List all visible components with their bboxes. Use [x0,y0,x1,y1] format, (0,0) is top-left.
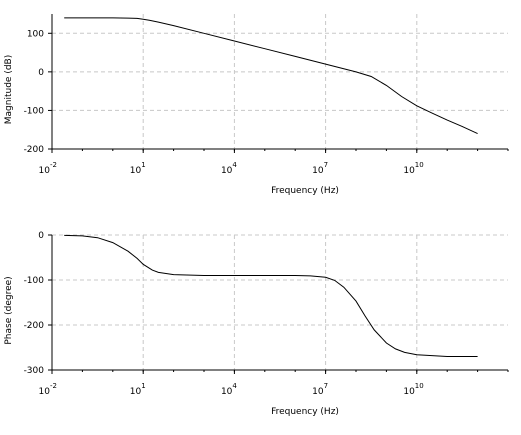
x-tick-label: 10 [221,387,233,397]
y-tick-label: -100 [24,276,45,286]
x-tick-exponent: 10 [415,161,424,169]
x-tick-label: 10 [312,387,324,397]
y-tick-label: -200 [24,321,45,331]
x-tick-label: 10 [39,166,51,176]
x-tick-exponent: 1 [141,382,145,390]
x-axis-label: Frequency (Hz) [271,407,339,417]
x-tick-label: 10 [39,387,51,397]
x-tick-exponent: 10 [415,382,424,390]
x-tick-label: 10 [221,166,233,176]
x-tick-label: 10 [403,166,415,176]
series-line [64,17,478,135]
x-axis-label: Frequency (Hz) [271,186,339,196]
y-tick-label: 0 [38,231,44,241]
y-axis-label: Magnitude (dB) [4,55,14,124]
y-tick-label: -300 [24,366,45,376]
x-tick-exponent: 4 [232,161,237,169]
x-tick-exponent: 7 [324,382,328,390]
y-tick-label: 0 [38,68,44,78]
y-tick-label: -200 [24,145,45,155]
x-tick-label: 10 [403,387,415,397]
x-tick-exponent: -2 [50,161,57,169]
x-tick-label: 10 [130,166,142,176]
y-tick-label: -100 [24,106,45,116]
x-tick-exponent: 4 [232,382,237,390]
y-axis-label: Phase (degree) [4,276,14,344]
plot-phase: 0-100-200-30010-21011041071010Frequency … [4,231,509,417]
x-tick-exponent: 7 [324,161,328,169]
series-line [64,234,478,357]
x-tick-label: 10 [312,166,324,176]
x-tick-label: 10 [130,387,142,397]
y-tick-label: 100 [27,29,44,39]
x-tick-exponent: 1 [141,161,145,169]
x-tick-exponent: -2 [50,382,57,390]
